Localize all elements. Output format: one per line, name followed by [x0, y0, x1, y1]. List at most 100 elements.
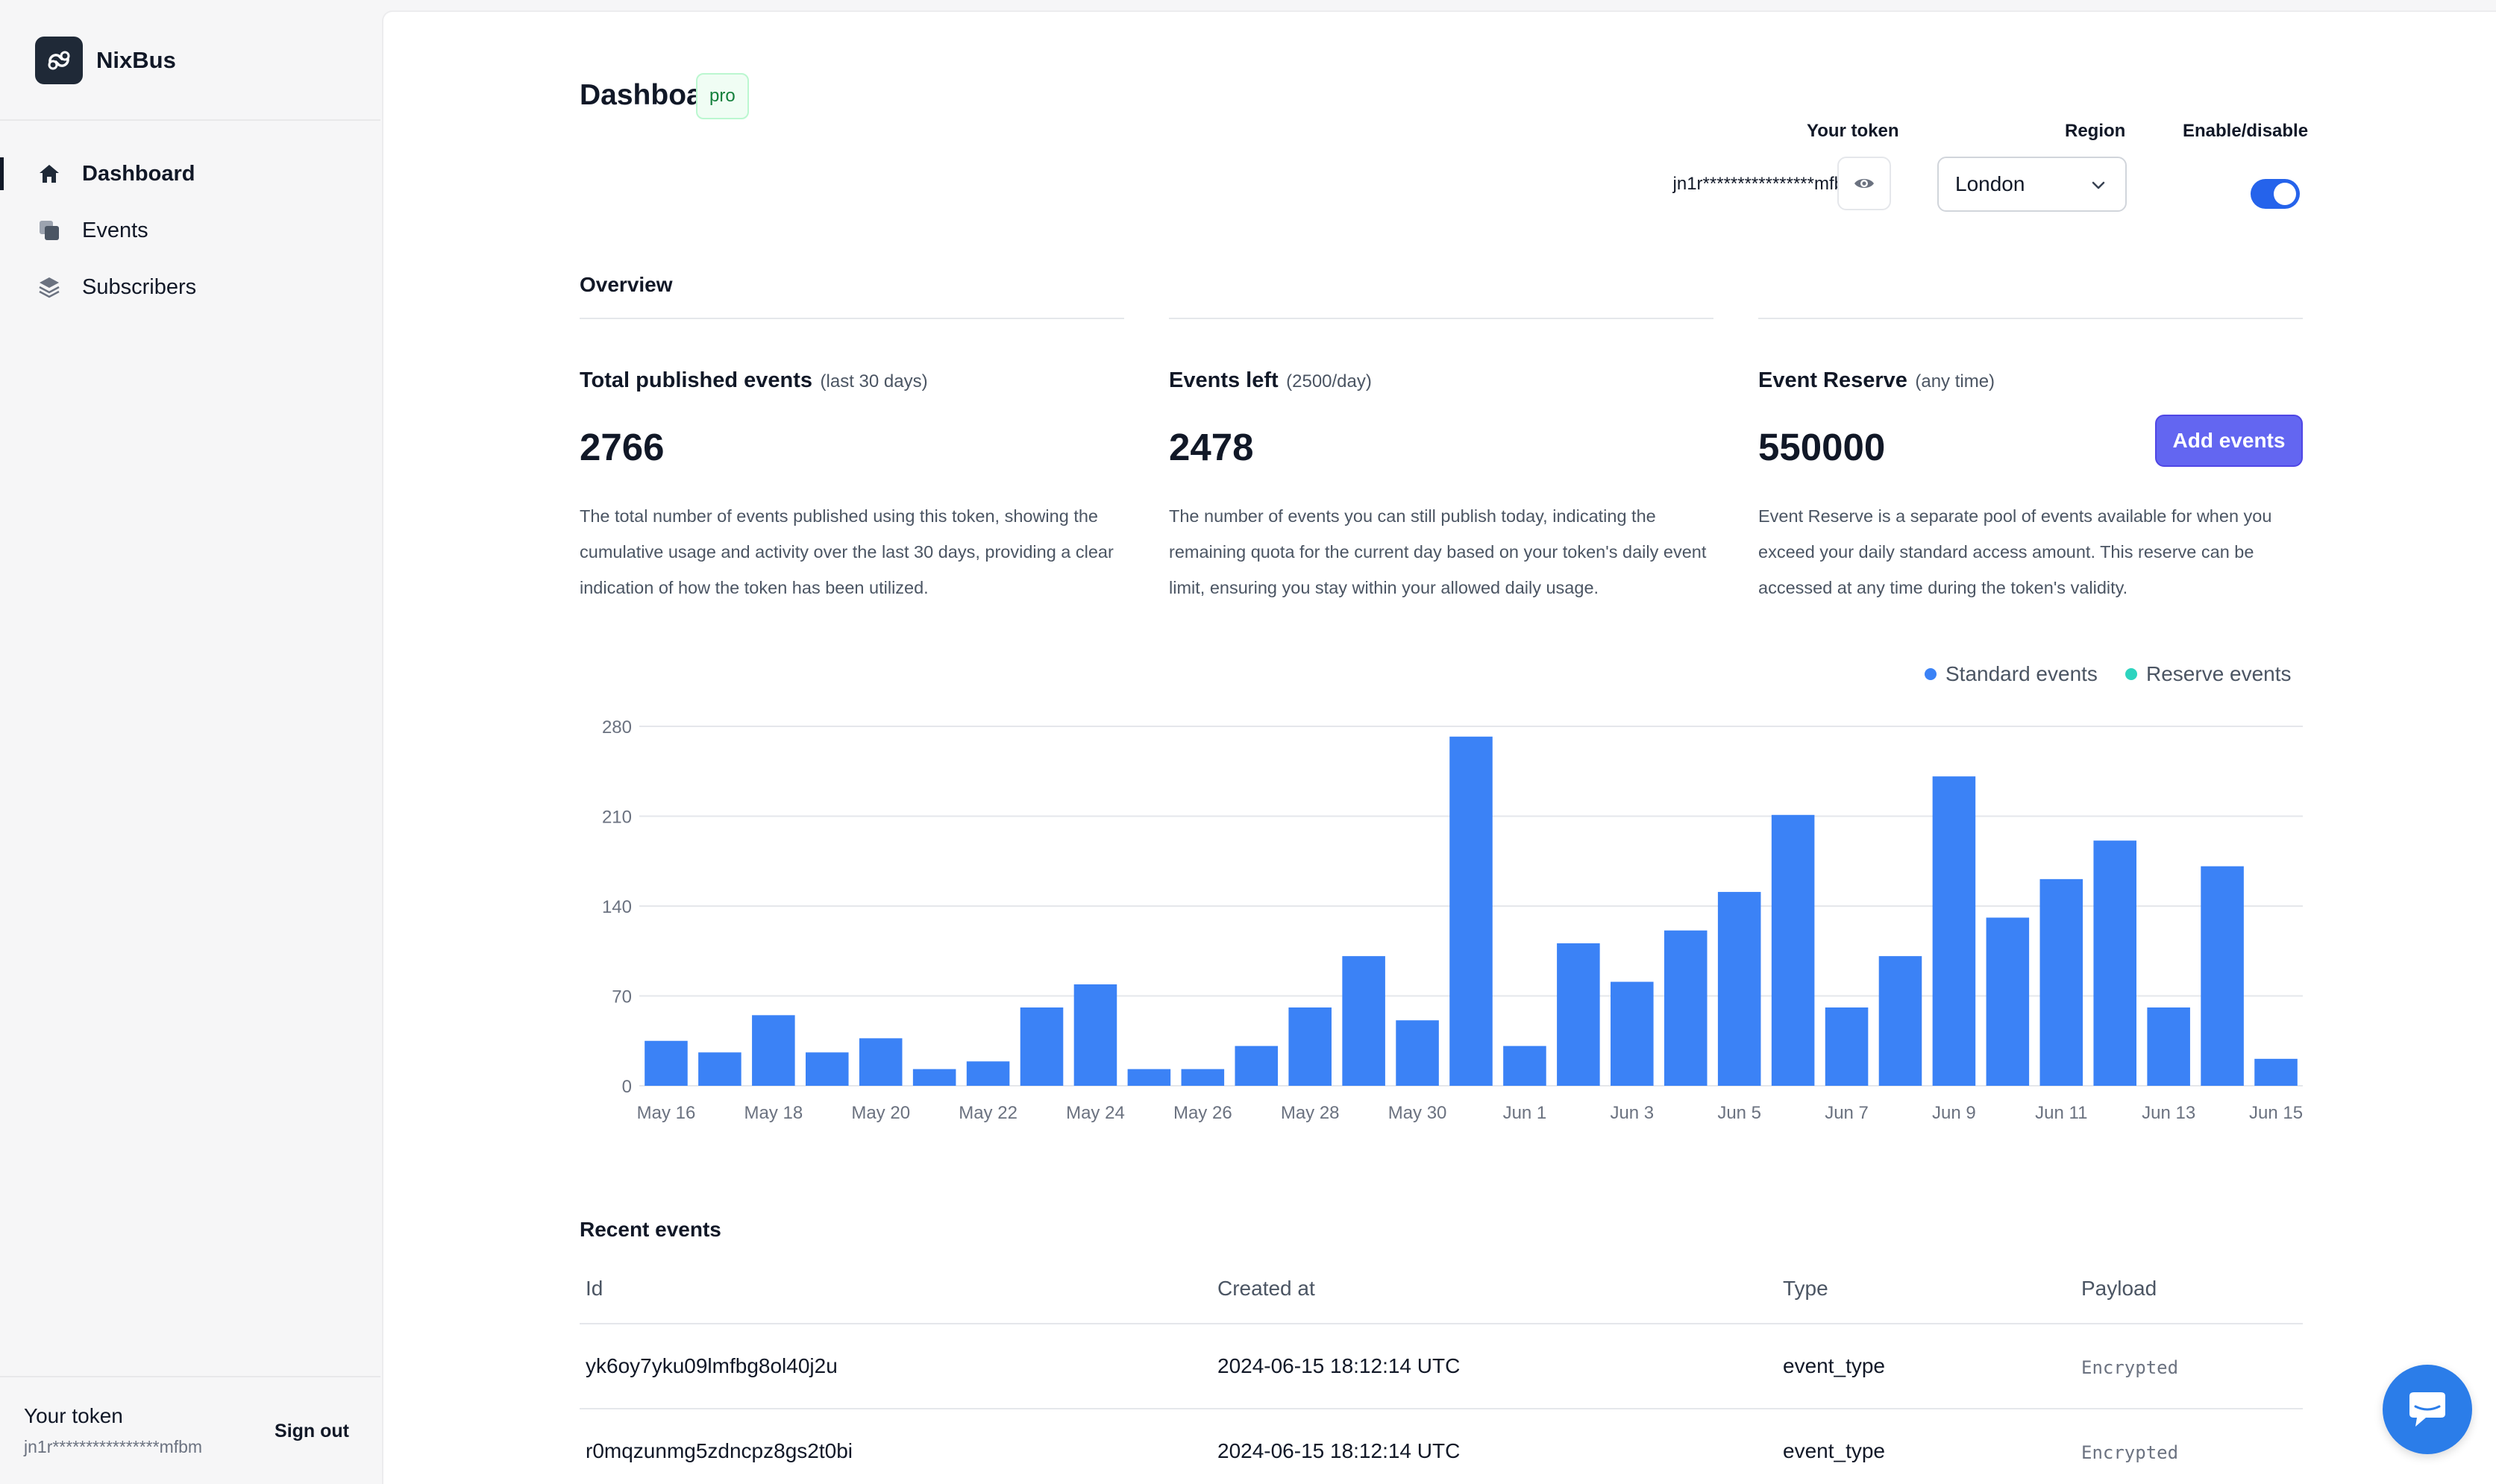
- reveal-token-button[interactable]: [1837, 157, 1891, 210]
- region-select-value: London: [1955, 172, 2025, 195]
- chat-support-button[interactable]: [2383, 1365, 2472, 1454]
- bar-standard: [1181, 1069, 1225, 1086]
- bar-standard: [1717, 892, 1761, 1086]
- footer-token-title: Your token: [24, 1404, 123, 1427]
- x-tick-label: May 26: [1173, 1103, 1232, 1123]
- table-row[interactable]: yk6oy7yku09lmfbg8ol40j2u 2024-06-15 18:1…: [580, 1324, 2303, 1409]
- y-tick-label: 70: [612, 987, 632, 1007]
- x-tick-label: Jun 9: [1932, 1103, 1976, 1123]
- main-panel: Dashboard pro Your token Region Enable/d…: [382, 10, 2496, 1484]
- sidebar-item-label: Events: [82, 218, 148, 242]
- sidebar: NixBus Dashboard Events Subscribers Your…: [0, 0, 380, 1484]
- cell-payload: Encrypted: [2081, 1357, 2179, 1378]
- y-tick-label: 280: [602, 717, 632, 738]
- copy-icon: [36, 217, 63, 244]
- x-tick-label: Jun 1: [1503, 1103, 1547, 1123]
- region-select[interactable]: London: [1937, 157, 2127, 212]
- bar-standard: [645, 1040, 688, 1086]
- stat-card-total: Total published events (last 30 days) 27…: [580, 318, 1124, 597]
- stat-header: Event Reserve (any time): [1758, 368, 1995, 393]
- bar-standard: [2093, 840, 2136, 1086]
- stat-value: 2478: [1169, 426, 1254, 468]
- sidebar-nav: Dashboard Events Subscribers: [0, 145, 380, 315]
- x-tick-label: Jun 5: [1717, 1103, 1761, 1123]
- stat-header: Total published events (last 30 days): [580, 368, 928, 393]
- bar-standard: [1825, 1007, 1869, 1086]
- bar-standard: [1986, 917, 2030, 1086]
- bar-standard: [1342, 956, 1385, 1086]
- toggle-knob: [2274, 183, 2296, 205]
- y-tick-label: 0: [622, 1077, 632, 1097]
- bar-standard: [1449, 736, 1493, 1086]
- sidebar-divider: [0, 119, 380, 121]
- stat-sublabel: (last 30 days): [820, 371, 928, 392]
- x-tick-label: Jun 7: [1825, 1103, 1869, 1123]
- column-header-created: Created at: [1217, 1277, 1315, 1300]
- bar-standard: [806, 1052, 849, 1086]
- add-events-button[interactable]: Add events: [2155, 415, 2303, 467]
- sidebar-item-label: Dashboard: [82, 161, 195, 186]
- stat-label: Event Reserve: [1758, 368, 1907, 392]
- column-header-id: Id: [586, 1277, 603, 1300]
- bar-standard: [1288, 1007, 1332, 1086]
- sign-out-button[interactable]: Sign out: [275, 1421, 349, 1441]
- stat-description: The number of events you can still publi…: [1169, 506, 1707, 597]
- stat-value: 2766: [580, 426, 665, 468]
- recent-events-title: Recent events: [580, 1218, 721, 1241]
- legend-item-reserve[interactable]: Reserve events: [2125, 662, 2292, 686]
- x-tick-label: May 28: [1281, 1103, 1340, 1123]
- x-tick-label: Jun 15: [2249, 1103, 2303, 1123]
- events-bar-chart: 0 70 140 210 280 May 16 May 18 May 20 May 22 May …: [602, 717, 2303, 1123]
- sidebar-item-events[interactable]: Events: [0, 202, 380, 259]
- bar-standard: [2254, 1058, 2298, 1086]
- stat-card-reserve: Event Reserve (any time) 550000 Add even…: [1758, 318, 2303, 597]
- chat-icon: [2409, 1392, 2445, 1427]
- stat-description: Event Reserve is a separate pool of even…: [1758, 506, 2272, 597]
- x-tick-label: May 22: [959, 1103, 1017, 1123]
- stat-label: Total published events: [580, 368, 813, 392]
- bar-standard: [1611, 981, 1654, 1086]
- legend-item-standard[interactable]: Standard events: [1925, 662, 2098, 686]
- bar-standard: [1127, 1069, 1171, 1086]
- token-value: jn1r****************mfbm: [1672, 174, 1859, 194]
- x-tick-label: Jun 11: [2035, 1103, 2087, 1123]
- overview-title: Overview: [580, 273, 673, 296]
- column-header-payload: Payload: [2081, 1277, 2157, 1300]
- x-tick-label: May 16: [637, 1103, 696, 1123]
- stat-sublabel: (any time): [1915, 371, 1995, 392]
- x-tick-label: Jun 13: [2142, 1103, 2195, 1123]
- x-tick-label: May 20: [851, 1103, 910, 1123]
- bar-standard: [2039, 878, 2083, 1086]
- cell-id: r0mqzunmg5zdncpz8gs2t0bi: [586, 1439, 853, 1462]
- stat-description: The total number of events published usi…: [580, 506, 1114, 597]
- table-row[interactable]: r0mqzunmg5zdncpz8gs2t0bi 2024-06-15 18:1…: [580, 1409, 2303, 1484]
- app-name: NixBus: [96, 47, 176, 73]
- sidebar-item-label: Subscribers: [82, 274, 197, 299]
- stat-header: Events left (2500/day): [1169, 368, 1372, 393]
- cell-id: yk6oy7yku09lmfbg8ol40j2u: [586, 1354, 838, 1377]
- stat-card-left: Events left (2500/day) 2478 The number o…: [1169, 318, 1713, 597]
- y-tick-label: 140: [602, 897, 632, 917]
- bar-standard: [1020, 1007, 1064, 1086]
- column-header-type: Type: [1783, 1277, 1828, 1300]
- brand[interactable]: NixBus: [35, 37, 176, 84]
- enable-toggle[interactable]: [2251, 179, 2300, 209]
- legend-dot-reserve: [2125, 668, 2137, 680]
- bar-standard: [2147, 1007, 2190, 1086]
- toggle-label: Enable/disable: [2183, 121, 2309, 141]
- bar-standard: [698, 1052, 741, 1086]
- bar-standard: [1878, 956, 1922, 1086]
- layers-icon: [36, 274, 63, 301]
- sidebar-item-subscribers[interactable]: Subscribers: [0, 259, 380, 315]
- chevron-down-icon: [2092, 181, 2105, 189]
- home-icon: [36, 160, 63, 187]
- bar-standard: [1664, 930, 1708, 1086]
- sidebar-item-dashboard[interactable]: Dashboard: [0, 145, 380, 202]
- stat-value: 550000: [1758, 426, 1886, 468]
- cell-created: 2024-06-15 18:12:14 UTC: [1217, 1439, 1461, 1462]
- bar-standard: [966, 1061, 1010, 1086]
- cell-type: event_type: [1783, 1439, 1885, 1462]
- x-tick-label: May 24: [1066, 1103, 1125, 1123]
- legend-label: Standard events: [1945, 662, 2098, 685]
- sidebar-footer: Your token jn1r****************mfbm Sign…: [0, 1376, 380, 1484]
